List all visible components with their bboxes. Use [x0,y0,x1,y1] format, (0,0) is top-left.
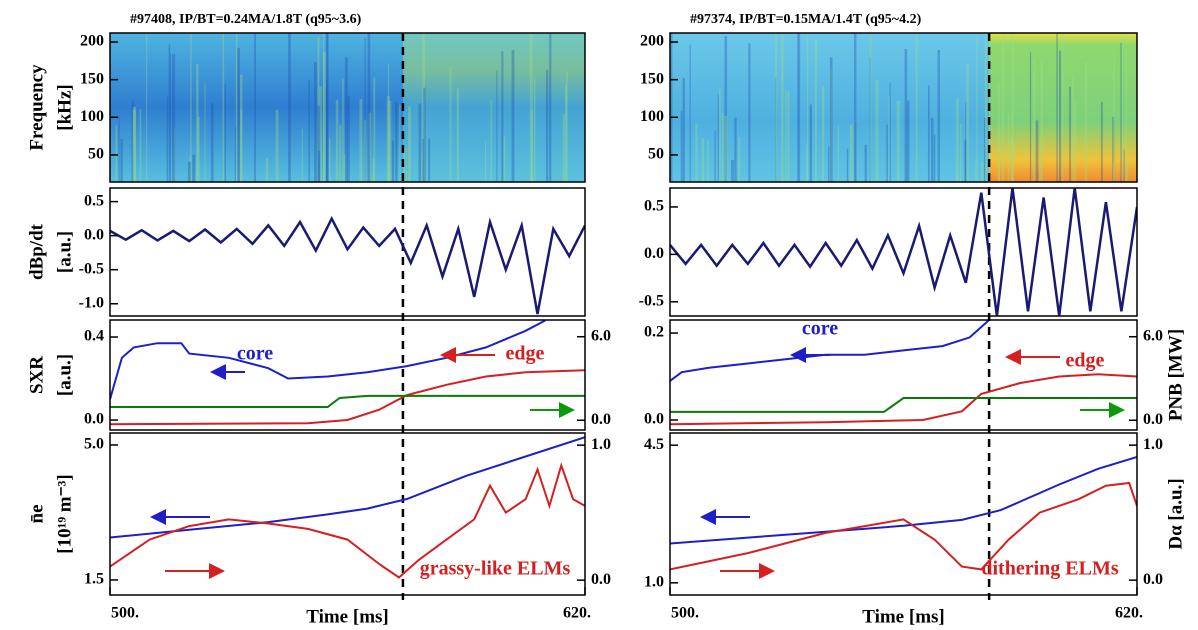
series-line [670,188,1137,316]
x-tick-label: 500. [671,605,699,622]
annotation: core [237,343,273,365]
y-tick-label: 4.5 [644,436,664,453]
y-axis-label: [10¹⁹ m⁻³] [54,474,75,553]
panel-frame [109,187,586,317]
y2-tick-label: 6.0 [591,327,611,344]
y-tick-label: 50 [648,146,664,163]
x-tick-label: 500. [111,605,139,622]
plot-area [670,320,1137,426]
arrow-head [209,563,225,579]
series-line [110,436,585,539]
y-tick-label: 0.5 [84,192,104,209]
y-tick-label: 100 [640,108,664,125]
y-tick-label: 0.0 [84,226,104,243]
annotation: edge [1066,350,1105,372]
y-tick-label: 0.0 [644,411,664,428]
panel-title: #97374, IP/BT=0.15MA/1.4T (q95~4.2) [690,12,922,27]
arrow-head [210,364,226,380]
arrow-head [1005,349,1021,365]
y-tick-label: 1.0 [644,573,664,590]
arrow-head [440,347,456,363]
x-axis-label: Time [ms] [306,606,389,627]
y-axis-label: n̄e [26,505,47,524]
arrow-head [559,402,575,418]
y-axis-label: [a.u.] [54,354,75,396]
y2-axis-label: PNB [MW] [1165,329,1186,421]
series-line [110,215,585,315]
panel-frame [669,319,1138,431]
panel-title: #97408, IP/BT=0.24MA/1.8T (q95~3.6) [130,12,362,27]
y-tick-label: 0.0 [84,411,104,428]
y-tick-label: 50 [88,146,104,163]
annotation: dithering ELMs [981,558,1118,580]
y-tick-label: 100 [80,108,104,125]
y-tick-label: 1.5 [84,571,104,588]
series-line [670,456,1137,545]
plot-area [110,215,585,315]
panel-frame [669,187,1138,317]
series-line [110,394,585,408]
y-tick-label: 200 [640,33,664,50]
y-tick-label: -0.5 [79,260,104,277]
y-axis-label: [kHz] [54,84,75,130]
panel-frame [669,432,1138,596]
y-tick-label: 150 [80,70,104,87]
panel-frame [669,32,1138,183]
y-axis-label: [a.u.] [54,231,75,273]
plot-area [670,456,1137,571]
y-tick-label: 0.4 [84,328,104,345]
y-tick-label: 0.2 [644,324,664,341]
annotation: core [802,318,838,340]
y2-axis-label: Dα [a.u.] [1165,478,1186,549]
panel-frame [109,32,586,183]
y-tick-label: 150 [640,70,664,87]
spectrogram-region [402,33,585,182]
panel-frame [109,319,586,431]
x-tick-label: 620. [1115,605,1143,622]
annotation: edge [506,343,545,365]
y-tick-label: -0.5 [639,292,664,309]
arrow-head [150,509,166,525]
x-axis-label: Time [ms] [862,606,945,627]
y2-tick-label: 6.0 [1143,327,1163,344]
y2-tick-label: 1.0 [591,436,611,453]
y-tick-label: 5.0 [84,436,104,453]
plot-area [110,436,585,579]
panel-frame [109,432,586,596]
arrow-head [1109,402,1125,418]
y-tick-label: 0.5 [644,198,664,215]
y2-tick-label: 1.0 [1143,436,1163,453]
spectrogram-region [989,33,1137,182]
arrow-head [790,347,806,363]
annotation: grassy-like ELMs [420,558,571,580]
plot-area [670,188,1137,316]
y2-tick-label: 0.0 [1143,411,1163,428]
series-line [670,397,1137,413]
plot-area [110,33,585,182]
series-line [110,320,546,400]
y2-tick-label: 0.0 [1143,571,1163,588]
y2-tick-label: 0.0 [591,411,611,428]
plot-area [670,33,1137,182]
x-tick-label: 620. [563,605,591,622]
arrow-head [759,563,775,579]
y-tick-label: 200 [80,33,104,50]
plot-area [110,320,585,426]
y-axis-label: SXR [26,356,47,394]
arrow-head [700,509,716,525]
y-axis-label: dBp/dt [26,223,47,280]
series-line [670,373,1137,426]
y-axis-label: Frequency [26,64,47,151]
y-tick-label: -1.0 [79,294,104,311]
y-tick-label: 0.0 [644,245,664,262]
series-line [670,481,1137,571]
y2-tick-label: 0.0 [591,571,611,588]
series-line [110,462,585,579]
